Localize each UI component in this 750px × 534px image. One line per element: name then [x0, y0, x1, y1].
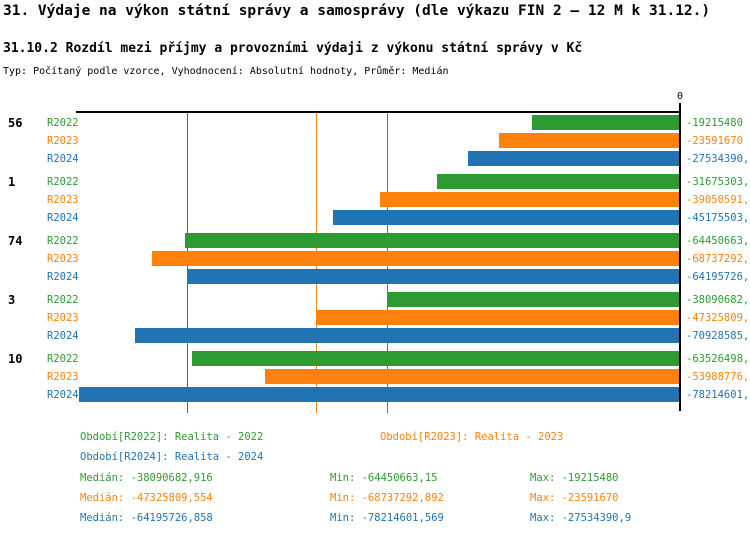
series-row-label: R2022 [47, 117, 79, 129]
stat-min-r2024: Min: -78214601,569 [330, 512, 444, 524]
stat-max-r2022: Max: -19215480 [530, 472, 619, 484]
bar-r2022 [191, 351, 680, 366]
bar-r2022 [532, 115, 680, 130]
series-row-label: R2023 [47, 371, 79, 383]
bar-value-label: -64450663,1 [686, 235, 750, 247]
bar-r2022 [436, 174, 680, 189]
bar-r2022 [184, 233, 680, 248]
bar-r2024 [332, 210, 680, 225]
series-row-label: R2023 [47, 135, 79, 147]
stat-median-r2022: Medián: -38090682,916 [80, 472, 213, 484]
bar-value-label: -53988776,3 [686, 371, 750, 383]
group-label: 3 [8, 293, 16, 307]
series-row-label: R2024 [47, 153, 79, 165]
chart-subtitle: 31.10.2 Rozdíl mezi příjmy a provozními … [3, 41, 583, 56]
stat-min-r2022: Min: -64450663,15 [330, 472, 438, 484]
series-row-label: R2022 [47, 294, 79, 306]
page-title: 31. Výdaje na výkon státní správy a samo… [3, 3, 711, 19]
bar-value-label: -23591670 [686, 135, 743, 147]
bar-r2024 [135, 328, 680, 343]
bar-value-label: -27534390,9 [686, 153, 750, 165]
bar-value-label: -68737292,8 [686, 253, 750, 265]
bar-r2023 [151, 251, 680, 266]
bar-value-label: -19215480 [686, 117, 743, 129]
series-row-label: R2024 [47, 271, 79, 283]
bar-value-label: -31675303,0 [686, 176, 750, 188]
bar-r2023 [498, 133, 680, 148]
zero-axis-line [679, 103, 681, 411]
series-row-label: R2024 [47, 389, 79, 401]
series-row-label: R2023 [47, 312, 79, 324]
group-label: 10 [8, 352, 23, 366]
bar-r2023 [316, 310, 680, 325]
bar-value-label: -45175503,3 [686, 212, 750, 224]
series-row-label: R2022 [47, 353, 79, 365]
bar-r2024 [79, 387, 680, 402]
legend-item-r2023: Období[R2023]: Realita - 2023 [380, 431, 564, 443]
bar-r2024 [468, 151, 680, 166]
series-row-label: R2024 [47, 330, 79, 342]
stat-min-r2023: Min: -68737292,892 [330, 492, 444, 504]
legend-item-r2022: Období[R2022]: Realita - 2022 [80, 431, 264, 443]
bar-value-label: -63526498,6 [686, 353, 750, 365]
bar-value-label: -78214601,5 [686, 389, 750, 401]
series-row-label: R2023 [47, 253, 79, 265]
legend-item-r2024: Období[R2024]: Realita - 2024 [80, 451, 264, 463]
bar-r2023 [265, 369, 680, 384]
group-label: 74 [8, 234, 23, 248]
stat-median-r2023: Medián: -47325809,554 [80, 492, 213, 504]
bar-value-label: -64195726,8 [686, 271, 750, 283]
series-row-label: R2022 [47, 176, 79, 188]
group-label: 1 [8, 175, 16, 189]
x-axis-line [76, 111, 681, 113]
bar-r2023 [379, 192, 680, 207]
stat-max-r2023: Max: -23591670 [530, 492, 619, 504]
series-row-label: R2022 [47, 235, 79, 247]
group-label: 56 [8, 116, 23, 130]
bar-value-label: -38090682,9 [686, 294, 750, 306]
stat-max-r2024: Max: -27534390,9 [530, 512, 632, 524]
bar-r2024 [186, 269, 680, 284]
zero-tick-label: 0 [676, 91, 684, 102]
bar-value-label: -39050591,4 [686, 194, 750, 206]
series-row-label: R2024 [47, 212, 79, 224]
stat-median-r2024: Medián: -64195726,858 [80, 512, 213, 524]
bar-value-label: -70928585,5 [686, 330, 750, 342]
bar-r2022 [387, 292, 680, 307]
chart-meta-line: Typ: Počítaný podle vzorce, Vyhodnocení:… [3, 66, 449, 77]
series-row-label: R2023 [47, 194, 79, 206]
bar-value-label: -47325809,5 [686, 312, 750, 324]
